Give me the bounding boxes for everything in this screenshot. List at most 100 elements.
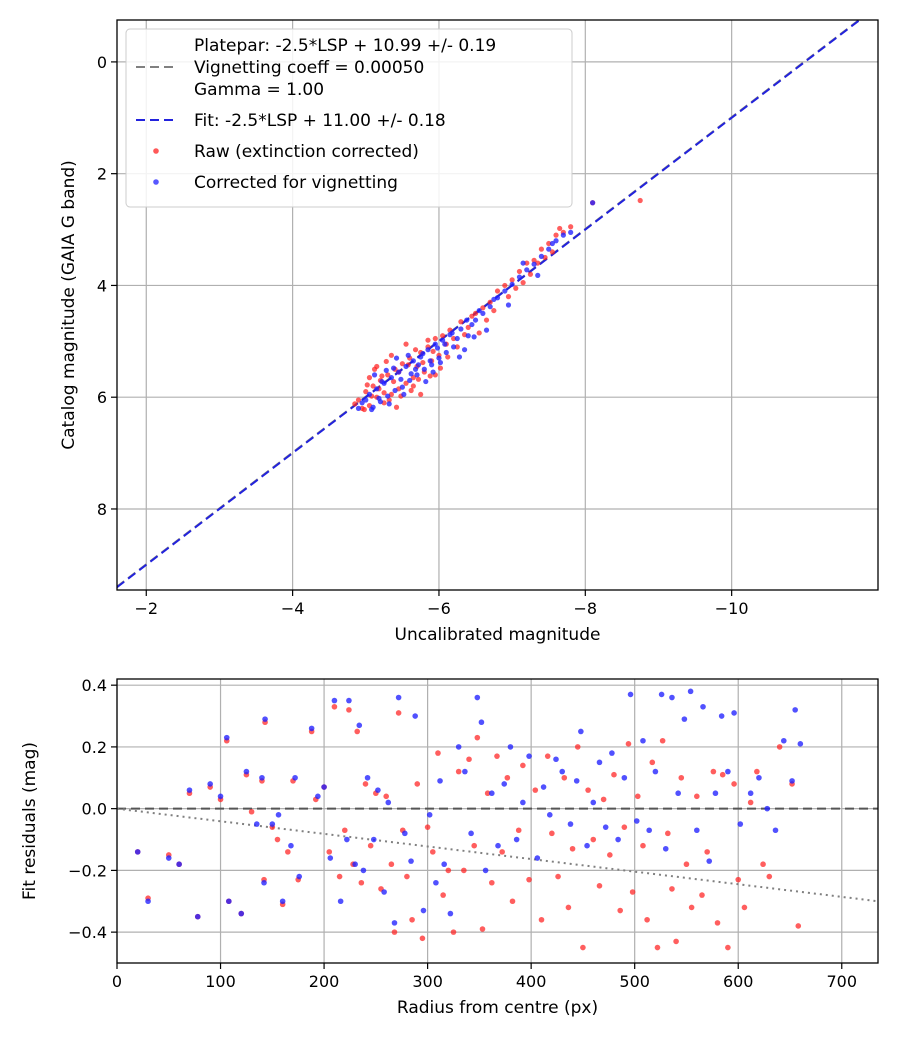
data-point [414, 781, 421, 787]
data-point [370, 836, 377, 843]
data-point [482, 867, 489, 874]
data-point [553, 232, 559, 238]
x-tick-label: −8 [574, 599, 598, 618]
data-point [712, 790, 719, 797]
data-point [391, 920, 398, 926]
data-point [385, 799, 392, 806]
data-point [443, 349, 449, 356]
data-point [408, 387, 414, 394]
data-point [772, 827, 779, 834]
data-point [447, 910, 454, 917]
data-point [363, 397, 369, 403]
data-point [321, 784, 327, 790]
data-point [491, 307, 497, 314]
data-point [458, 326, 464, 332]
data-point [706, 858, 713, 864]
data-point [412, 713, 418, 719]
data-point [327, 855, 334, 861]
data-point [437, 778, 443, 784]
data-point [386, 401, 392, 407]
data-point [633, 818, 640, 824]
data-point [584, 842, 590, 849]
data-point [754, 768, 760, 775]
data-point [549, 240, 555, 247]
data-point [261, 879, 267, 886]
y-tick-label: 0 [97, 53, 107, 72]
plot-frame [116, 19, 879, 591]
data-point [391, 929, 398, 935]
scatter-points [134, 688, 804, 951]
y-axis-label: Fit residuals (mag) [20, 742, 40, 900]
data-point [480, 305, 486, 311]
data-point [383, 358, 389, 365]
data-point [792, 707, 798, 713]
data-point [381, 390, 387, 396]
data-point [501, 781, 508, 787]
y-tick-label: 0.4 [82, 676, 107, 695]
data-point [194, 913, 201, 920]
data-point [259, 774, 265, 781]
data-point [580, 944, 586, 951]
data-point [507, 744, 514, 750]
top-chart-calibration: −2 −4 −6 −8 −10 0 2 4 6 8 Uncalibrated magnitude Ca… [59, 19, 879, 645]
x-tick-label: −2 [134, 599, 158, 618]
x-tick-label: 700 [826, 972, 857, 991]
data-point [499, 849, 505, 855]
data-point [654, 944, 661, 951]
data-point [369, 406, 375, 413]
y-tick-label: −0.2 [68, 861, 107, 880]
data-point [464, 317, 470, 323]
data-point [367, 842, 374, 849]
data-point [408, 371, 414, 377]
data-point [531, 261, 537, 267]
data-point [429, 362, 435, 368]
data-point [440, 333, 446, 339]
data-point [390, 365, 397, 371]
data-point [760, 861, 766, 868]
legend-label: Raw (extinction corrected) [194, 142, 419, 162]
data-point [472, 317, 479, 323]
data-point [694, 827, 700, 834]
data-point [358, 879, 365, 886]
data-point [531, 257, 537, 263]
data-point [410, 383, 416, 389]
data-point [694, 793, 700, 800]
data-point [402, 830, 408, 837]
data-point [398, 376, 404, 382]
data-point [640, 842, 646, 849]
data-point [361, 406, 367, 413]
data-point [262, 716, 268, 722]
legend-label: Platepar: -2.5*LSP + 10.99 +/- 0.19 [194, 36, 496, 56]
data-point [419, 935, 426, 942]
data-point [553, 756, 559, 763]
data-point [376, 395, 382, 401]
x-tick-label: 400 [516, 972, 547, 991]
data-point [292, 774, 298, 781]
legend-label: Corrected for vignetting [194, 173, 398, 193]
x-tick-label: 300 [412, 972, 443, 991]
data-point [741, 904, 748, 911]
data-point [607, 852, 613, 858]
data-point [420, 351, 426, 357]
data-point [538, 246, 545, 252]
y-tick-label: −0.4 [68, 923, 107, 942]
data-point [405, 352, 411, 358]
data-point [611, 771, 617, 778]
legend-dot-swatch [153, 148, 159, 154]
data-point [469, 321, 475, 328]
data-point [346, 707, 352, 713]
data-point [737, 821, 744, 827]
data-point [426, 812, 433, 818]
data-point [502, 282, 508, 289]
data-point [596, 759, 603, 766]
data-point [375, 787, 381, 793]
x-tick-label: −6 [427, 599, 451, 618]
data-point [285, 849, 291, 855]
data-point [669, 886, 675, 892]
data-point [540, 784, 547, 790]
data-point [403, 341, 409, 347]
data-point [359, 400, 365, 406]
data-point [364, 382, 370, 388]
data-point [483, 317, 490, 323]
